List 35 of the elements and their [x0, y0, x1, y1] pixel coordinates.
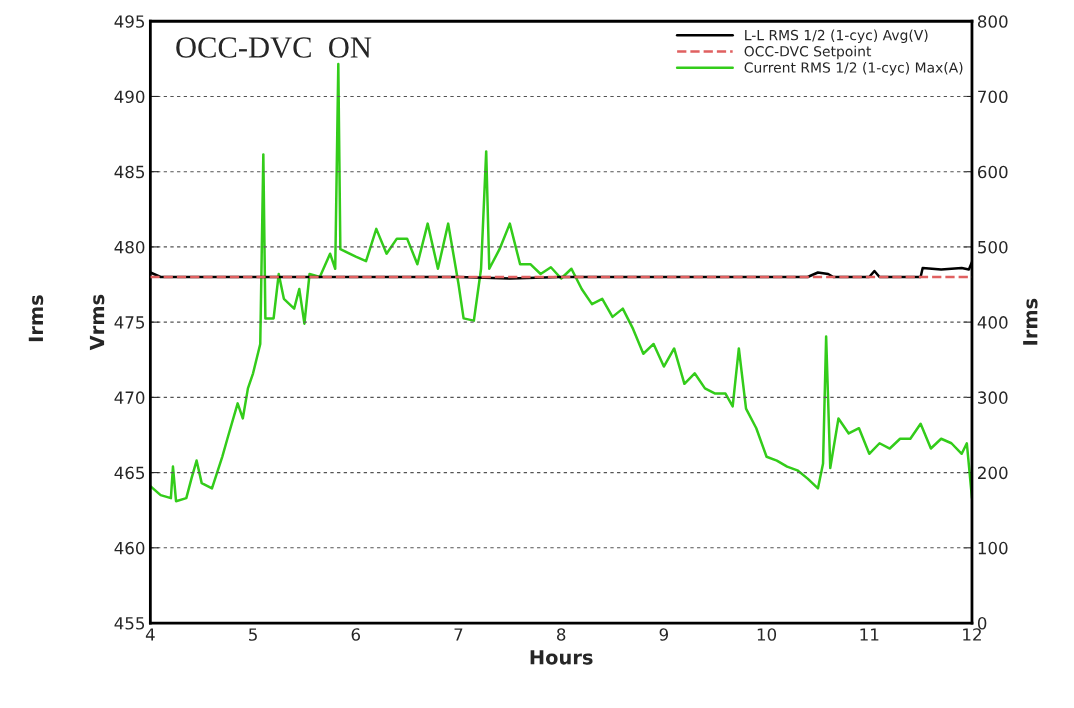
y2-tick-label: 400: [977, 316, 1008, 329]
y2-tick-label: 800: [977, 15, 1008, 28]
y-axis-title: Vrms: [89, 294, 105, 351]
y2-tick-label: 300: [978, 391, 1008, 404]
y-tick-label: 485: [114, 165, 145, 179]
y2-tick-label: 500: [978, 240, 1008, 254]
x-tick-label: 12: [963, 628, 981, 641]
x-axis-title: Hours: [530, 650, 593, 665]
legend-label: L-L RMS 1/2 (1-cyc) Avg(V): [745, 29, 928, 44]
y2-tick-label: 0: [977, 617, 987, 630]
y-tick-label: 455: [114, 617, 145, 630]
y-tick-label: 480: [114, 240, 145, 254]
x-tick-label: 7: [454, 628, 463, 641]
text: Irms: [28, 295, 44, 342]
y-tick-label: 465: [114, 466, 145, 480]
x-tick-label: 8: [556, 628, 566, 641]
y2-tick-label: 100: [978, 541, 1008, 555]
y2-axis-title: Irms: [1023, 298, 1038, 345]
chart-title: OCC-DVC ON: [176, 37, 372, 58]
y2-tick-label: 600: [978, 165, 1008, 179]
y-tick-label: 470: [114, 391, 145, 404]
legend-label: OCC-DVC Setpoint: [744, 45, 872, 60]
x-tick-label: 10: [757, 628, 777, 641]
x-tick-label: 6: [351, 628, 361, 641]
x-tick-label: 9: [659, 628, 668, 641]
y-tick-label: 460: [114, 541, 145, 555]
legend-label: Current RMS 1/2 (1-cyc) Max(A): [744, 62, 963, 76]
x-tick-label: 11: [860, 628, 879, 641]
y-tick-label: 490: [114, 90, 145, 104]
y2-tick-label: 200: [978, 466, 1008, 480]
x-tick-label: 5: [249, 628, 257, 641]
y-tick-label: 475: [114, 316, 145, 329]
y2-tick-label: 700: [978, 90, 1008, 104]
y-tick-label: 495: [114, 15, 145, 28]
x-tick-label: 4: [145, 628, 155, 641]
